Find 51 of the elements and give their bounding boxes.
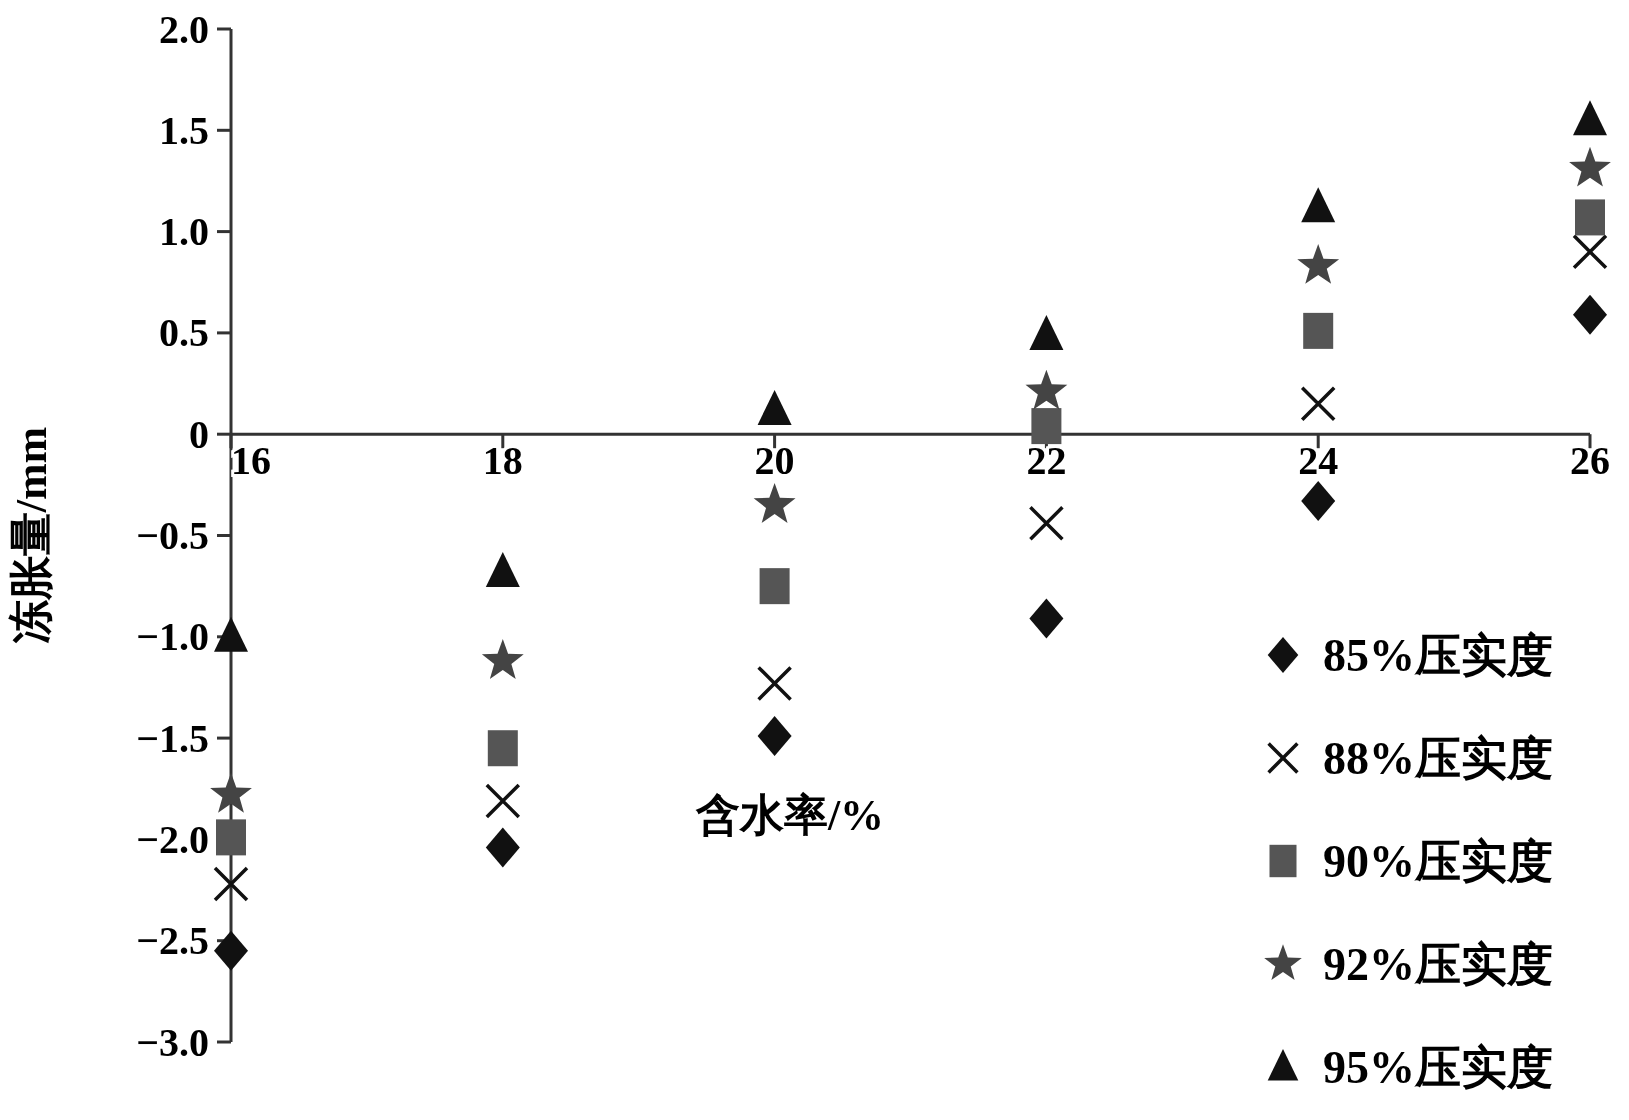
- point: [1029, 598, 1064, 639]
- y-tick-label: 1.5: [159, 107, 209, 153]
- point: [214, 930, 248, 971]
- y-tick-label: −1.0: [136, 614, 209, 660]
- x-tick-label: 16: [231, 438, 271, 484]
- point: [481, 639, 524, 679]
- point: [757, 716, 792, 757]
- x-tick-label: 20: [754, 438, 795, 484]
- point: [213, 866, 249, 902]
- y-tick-label: −2.0: [136, 816, 209, 862]
- legend-label: 85%压实度: [1323, 629, 1553, 681]
- point: [1028, 505, 1065, 542]
- point: [1301, 187, 1336, 223]
- x-tick-label: 22: [1026, 438, 1067, 484]
- y-tick-label: −1.5: [136, 715, 209, 761]
- point: [1572, 234, 1608, 270]
- point: [1300, 386, 1336, 422]
- y-tick-label: 2.0: [159, 6, 209, 52]
- point: [1025, 369, 1068, 410]
- point: [1031, 408, 1062, 445]
- point: [485, 783, 521, 819]
- point: [216, 819, 246, 856]
- legend-label: 88%压实度: [1323, 732, 1553, 784]
- x-tick-label: 26: [1570, 438, 1610, 484]
- point: [759, 568, 790, 605]
- y-axis-title: 冻胀量/mm: [7, 426, 56, 645]
- legend-label: 92%压实度: [1323, 938, 1553, 990]
- point: [1297, 244, 1340, 284]
- point: [1301, 481, 1336, 522]
- point: [753, 483, 796, 523]
- y-tick-label: 0: [189, 411, 209, 457]
- point: [1573, 100, 1607, 136]
- point: [1029, 314, 1064, 350]
- point: [756, 665, 793, 702]
- y-tick-label: −2.5: [136, 918, 209, 964]
- legend-label: 90%压实度: [1323, 835, 1553, 887]
- legend-label: 95%压实度: [1323, 1041, 1553, 1093]
- point: [1575, 199, 1605, 236]
- x-tick-label: 24: [1298, 438, 1339, 484]
- y-tick-label: 1.0: [159, 209, 209, 255]
- x-tick-label: 18: [482, 438, 523, 484]
- point: [757, 389, 792, 425]
- point: [1573, 294, 1607, 335]
- y-tick-label: 0.5: [159, 310, 209, 356]
- point: [487, 730, 518, 767]
- x-axis-title: 含水率/%: [694, 791, 885, 840]
- point: [485, 827, 520, 868]
- y-tick-label: −0.5: [136, 513, 209, 558]
- point: [1569, 146, 1611, 187]
- point: [1303, 312, 1334, 349]
- y-tick-label: −3.0: [136, 1019, 209, 1065]
